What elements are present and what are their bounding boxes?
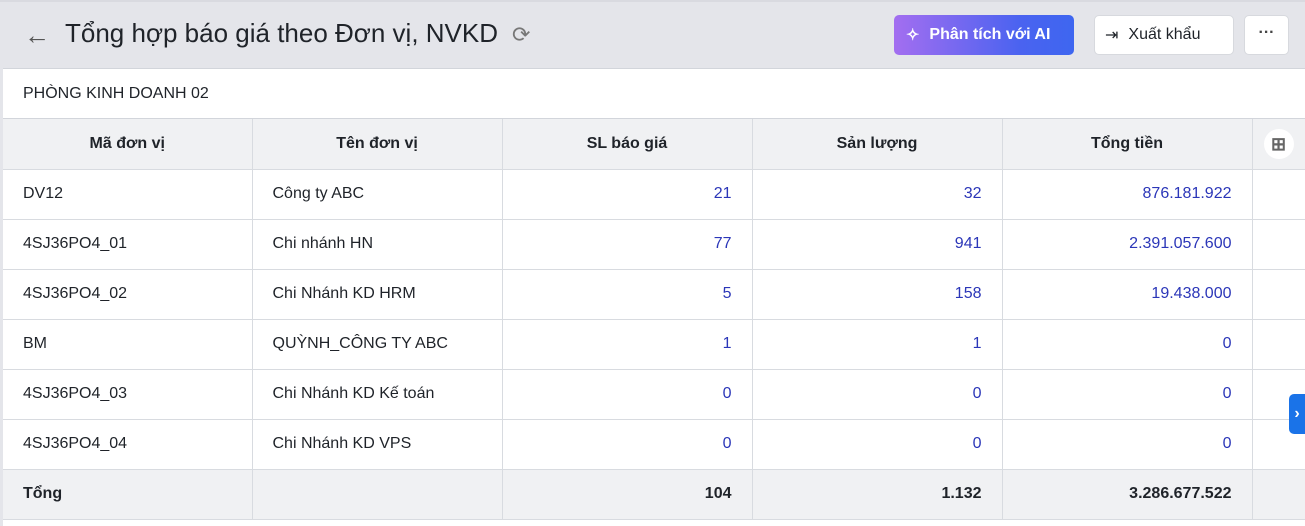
table-cell[interactable]: 0 [1002, 319, 1253, 370]
export-button[interactable]: ⇥ Xuất khẩu [1094, 15, 1234, 55]
table-cell: Công ty ABC [252, 169, 503, 220]
table-cell: BM [3, 319, 253, 370]
empty-cell [1252, 169, 1305, 220]
table-cell[interactable]: 77 [502, 219, 753, 270]
column-header[interactable]: SL báo giá [502, 119, 753, 170]
table-row: 4SJ36PO4_04 Chi Nhánh KD VPS 0 0 0 [3, 419, 1305, 470]
column-header[interactable]: Tên đơn vị [252, 119, 503, 170]
table-cell: Chi nhánh HN [252, 219, 503, 270]
page-title: Tổng hợp báo giá theo Đơn vị, NVKD [65, 18, 498, 48]
table-cell[interactable]: 158 [752, 269, 1003, 320]
more-options-button[interactable]: ··· [1244, 15, 1289, 55]
table-cell[interactable]: 0 [1002, 419, 1253, 470]
empty-cell [1252, 219, 1305, 270]
empty-cell [1252, 469, 1305, 520]
table-cell: Chi Nhánh KD VPS [252, 419, 503, 470]
page-header: ← Tổng hợp báo giá theo Đơn vị, NVKD ⟳ ✧… [0, 0, 1305, 68]
table-cell[interactable]: 1 [502, 319, 753, 370]
table-cell: Chi Nhánh KD HRM [252, 269, 503, 320]
table-cell: 104 [502, 469, 753, 520]
table-row: BM QUỲNH_CÔNG TY ABC 1 1 0 [3, 319, 1305, 370]
table-cell: 1.132 [752, 469, 1003, 520]
table-cell[interactable]: 19.438.000 [1002, 269, 1253, 320]
column-settings-icon[interactable]: ⊞ [1263, 128, 1294, 159]
column-header[interactable]: Mã đơn vị [3, 119, 253, 170]
table-cell[interactable]: 941 [752, 219, 1003, 270]
table-cell: QUỲNH_CÔNG TY ABC [252, 319, 503, 370]
table-cell: 4SJ36PO4_03 [3, 369, 253, 420]
table-cell[interactable]: 2.391.057.600 [1002, 219, 1253, 270]
table-cell[interactable]: 0 [752, 419, 1003, 470]
table-cell[interactable]: 0 [1002, 369, 1253, 420]
table-cell[interactable]: 0 [752, 369, 1003, 420]
table-cell: 4SJ36PO4_01 [3, 219, 253, 270]
total-row: Tổng 104 1.132 3.286.677.522 [3, 469, 1305, 520]
table-cell [252, 469, 503, 520]
table-cell[interactable]: 21 [502, 169, 753, 220]
back-arrow-icon[interactable]: ← [24, 20, 50, 50]
refresh-icon[interactable]: ⟳ [512, 22, 531, 47]
table-cell: 4SJ36PO4_02 [3, 269, 253, 320]
empty-cell [1252, 319, 1305, 370]
table-cell: 4SJ36PO4_04 [3, 419, 253, 470]
expand-panel-button[interactable]: › [1289, 394, 1305, 434]
table-cell[interactable]: 0 [502, 419, 753, 470]
export-icon: ⇥ [1105, 27, 1119, 44]
summary-table: Mã đơn vị Tên đơn vị SL báo giá Sản lượn… [3, 119, 1305, 520]
table-row: 4SJ36PO4_01 Chi nhánh HN 77 941 2.391.057.60… [3, 219, 1305, 270]
sparkle-icon: ✧ [906, 27, 920, 44]
table-cell: DV12 [3, 169, 253, 220]
table-cell[interactable]: 1 [752, 319, 1003, 370]
table-row: 4SJ36PO4_03 Chi Nhánh KD Kế toán 0 0 0 [3, 369, 1305, 420]
table-cell: 3.286.677.522 [1002, 469, 1253, 520]
table-cell: Tổng [3, 469, 253, 520]
table-cell[interactable]: 876.181.922 [1002, 169, 1253, 220]
table-cell[interactable]: 32 [752, 169, 1003, 220]
table-cell: Chi Nhánh KD Kế toán [252, 369, 503, 420]
department-label: PHÒNG KINH DOANH 02 [3, 69, 1305, 119]
analyze-with-ai-button[interactable]: ✧ Phân tích với AI [894, 15, 1074, 55]
empty-cell [1252, 269, 1305, 320]
column-header[interactable]: Sản lượng [752, 119, 1003, 170]
table-row: 4SJ36PO4_02 Chi Nhánh KD HRM 5 158 19.438.00… [3, 269, 1305, 320]
report-content: PHÒNG KINH DOANH 02 Mã đơn vị Tên đơn vị… [3, 68, 1305, 526]
table-header-row: Mã đơn vị Tên đơn vị SL báo giá Sản lượn… [3, 119, 1305, 170]
table-cell[interactable]: 0 [502, 369, 753, 420]
table-row: DV12 Công ty ABC 21 32 876.181.922 [3, 169, 1305, 220]
column-header[interactable]: Tổng tiền [1002, 119, 1253, 170]
table-cell[interactable]: 5 [502, 269, 753, 320]
